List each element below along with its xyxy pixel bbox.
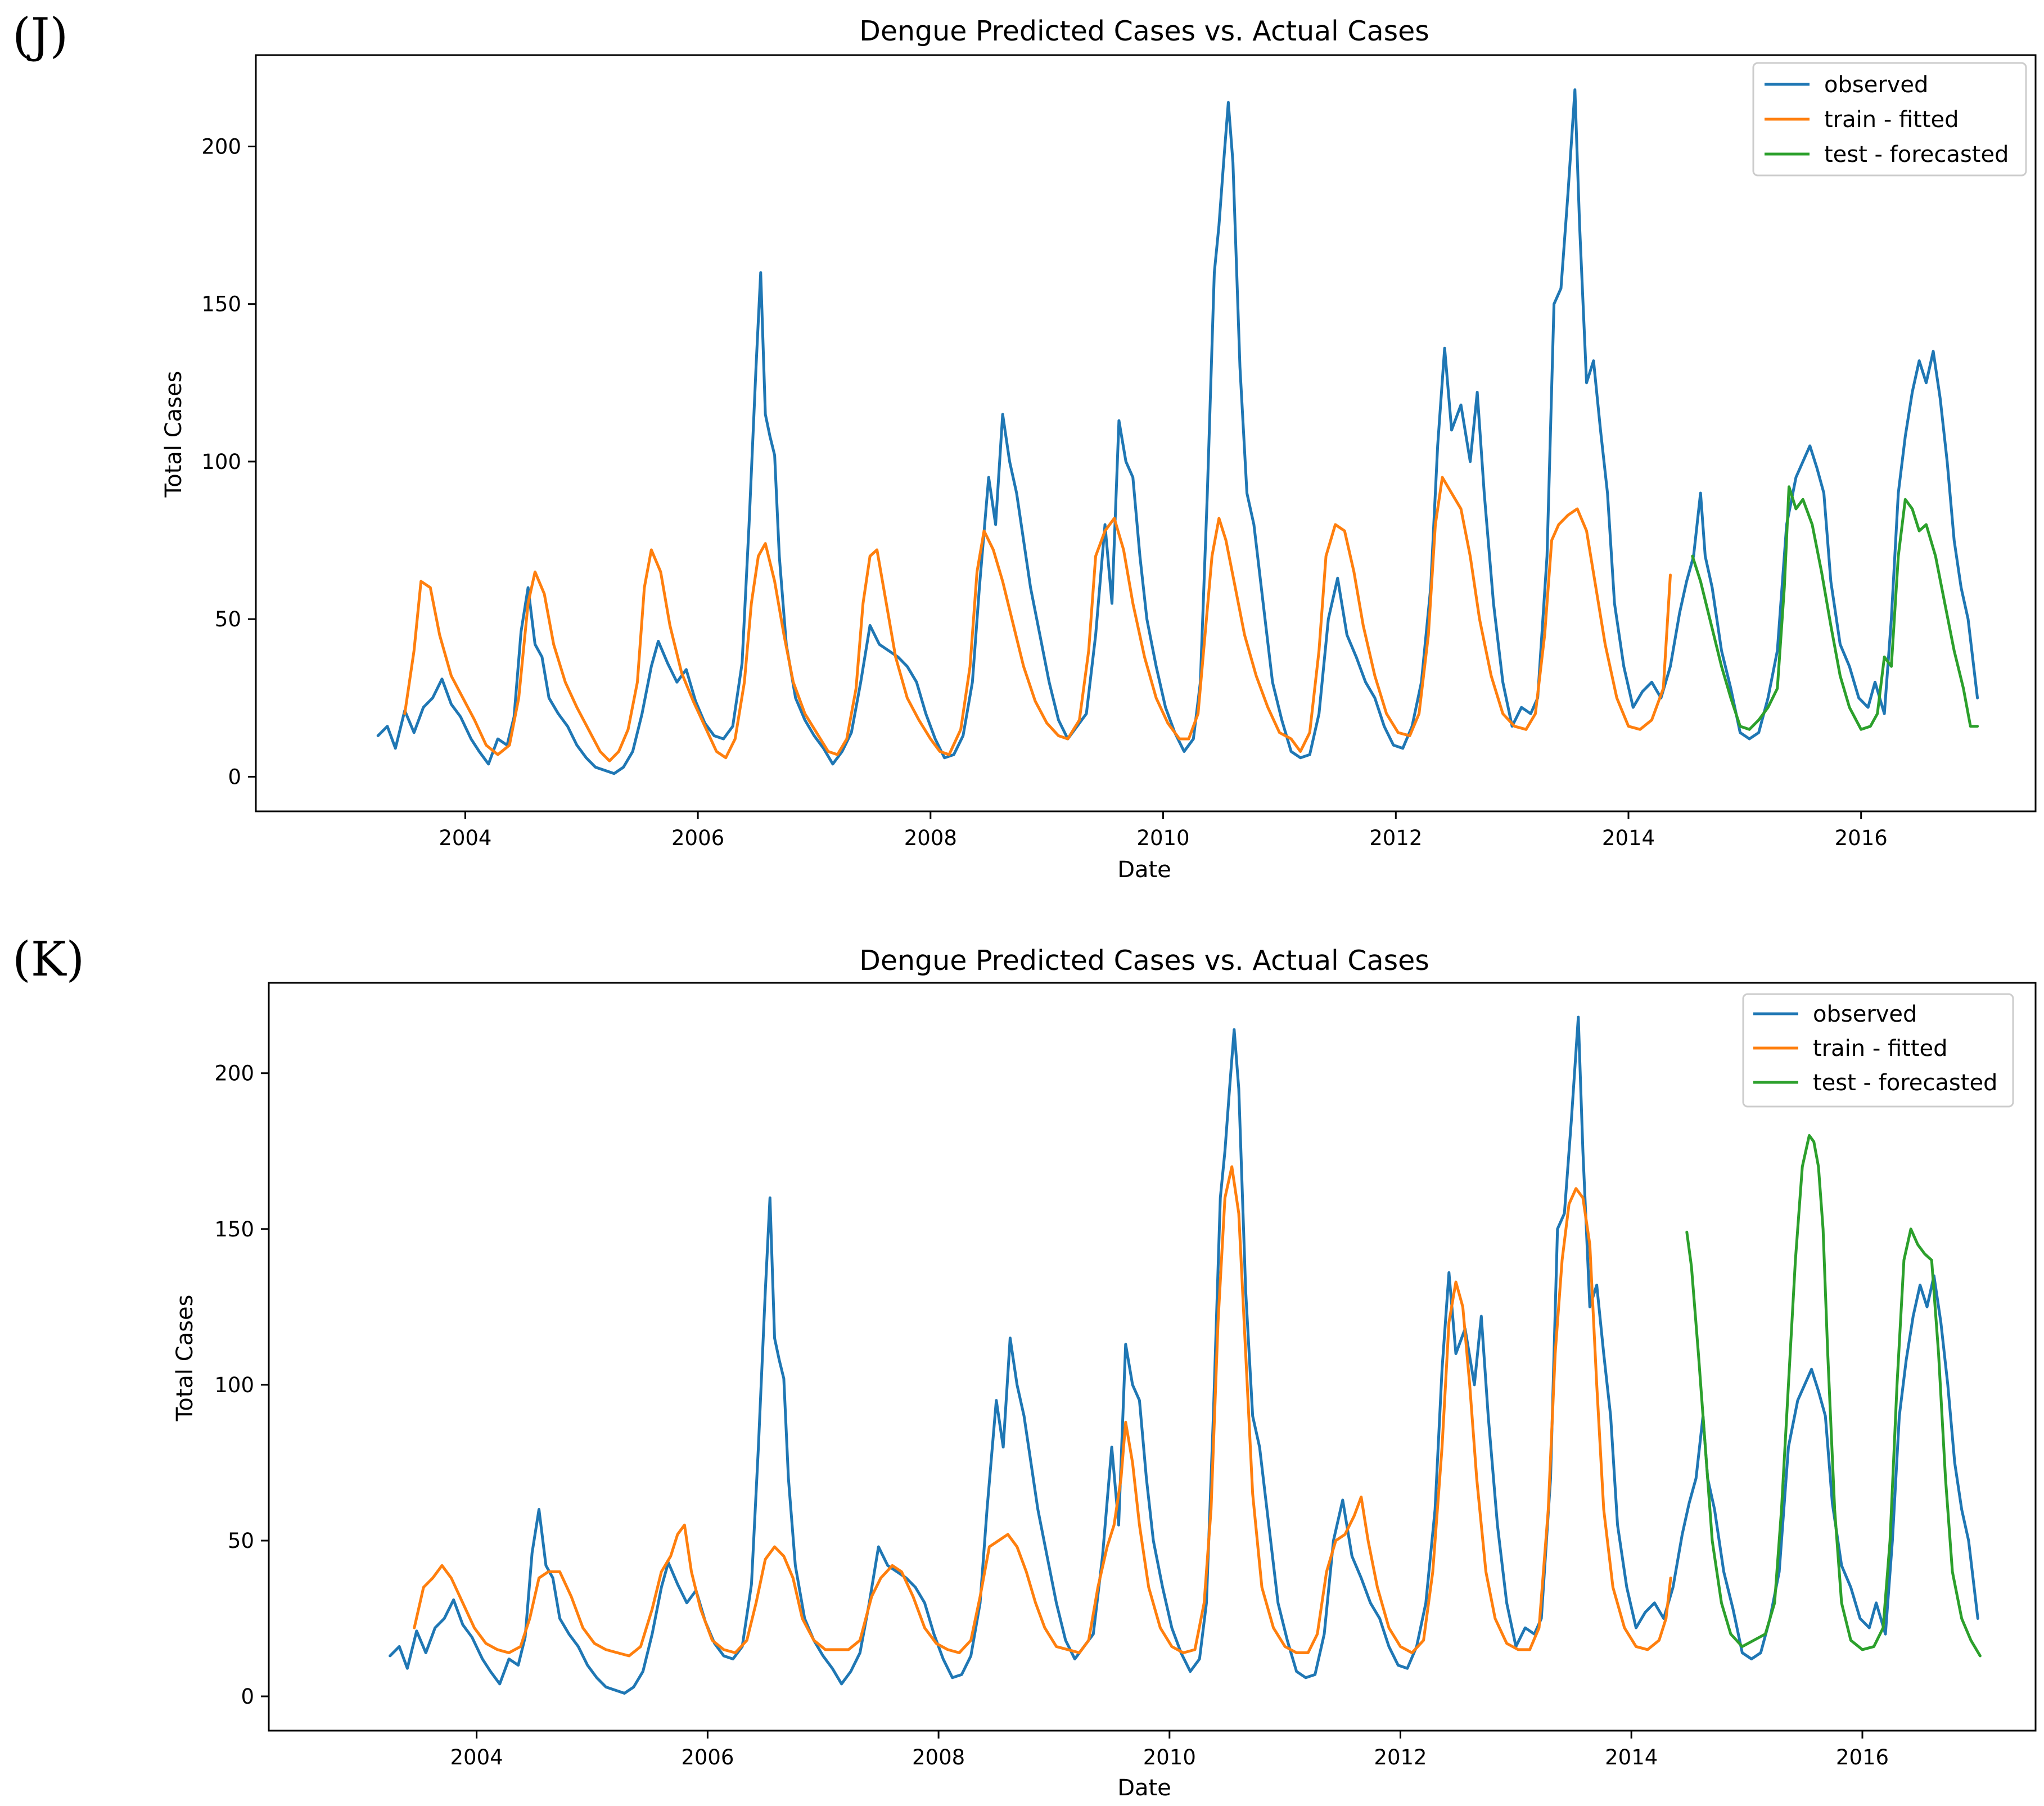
legend-label-train-j: train - fitted	[1824, 107, 1959, 133]
y-tick-label-j-100: 100	[201, 450, 241, 474]
chart-title-k: Dengue Predicted Cases vs. Actual Cases	[859, 945, 1429, 977]
y-tick-label-j-150: 150	[201, 292, 241, 317]
plot-marks-k: 2004 2006 2008 2010 2012 2014 2016 0 50 100 150 200	[214, 1015, 1982, 1769]
x-tick-label-j-2016: 2016	[1835, 826, 1888, 850]
plot-frame-k	[268, 982, 2037, 1732]
plot-frame-j	[255, 54, 2037, 812]
x-tick-label-k-2004: 2004	[450, 1745, 503, 1769]
plot-marks-j: 2004 2006 2008 2010 2012 2014 2016 0 50 100 150 200	[201, 88, 1979, 850]
x-axis-label-k: Date	[1117, 1775, 1171, 1801]
y-axis-label-j: Total Cases	[161, 371, 187, 498]
y-tick-label-j-200: 200	[201, 135, 241, 159]
x-tick-label-k-2006: 2006	[681, 1745, 734, 1769]
panel-label-k: (K)	[12, 932, 84, 987]
chart-title-j: Dengue Predicted Cases vs. Actual Cases	[859, 15, 1429, 47]
x-tick-label-k-2010: 2010	[1143, 1745, 1196, 1769]
legend-j: observed train - fitted test - forecaste…	[1752, 62, 2027, 177]
x-tick-label-j-2010: 2010	[1136, 826, 1189, 850]
x-tick-label-k-2008: 2008	[912, 1745, 965, 1769]
y-tick-label-j-0: 0	[228, 765, 241, 789]
panel-label-j: (J)	[12, 8, 68, 63]
legend-label-observed-j: observed	[1824, 72, 1928, 98]
x-tick-label-j-2014: 2014	[1602, 826, 1655, 850]
series-line-k-observed	[389, 1015, 1979, 1695]
x-axis-label-j: Date	[1117, 857, 1171, 883]
series-line-j-observed	[376, 88, 1979, 775]
series-line-k-test-forecasted	[1685, 1134, 1982, 1658]
y-tick-label-k-150: 150	[214, 1217, 254, 1241]
series-line-j-train-fitted	[403, 476, 1672, 762]
legend-label-test-j: test - forecasted	[1824, 142, 2009, 168]
series-line-j-test-forecasted	[1691, 485, 1979, 731]
x-tick-label-j-2012: 2012	[1369, 826, 1422, 850]
y-tick-label-j-50: 50	[215, 607, 241, 631]
x-tick-label-j-2004: 2004	[439, 826, 491, 850]
legend-label-train-k: train - fitted	[1813, 1036, 1948, 1062]
y-tick-label-k-0: 0	[241, 1685, 254, 1709]
y-axis-label-k: Total Cases	[172, 1295, 198, 1422]
x-tick-label-j-2006: 2006	[671, 826, 724, 850]
panel-j: (J) Dengue Predicted Cases vs. Actual Ca…	[12, 8, 2037, 883]
legend-box-k	[1742, 993, 2014, 1108]
series-line-k-train-fitted	[413, 1165, 1672, 1658]
legend-label-observed-k: observed	[1813, 1001, 1917, 1027]
legend-box-j	[1752, 62, 2027, 177]
y-tick-label-k-200: 200	[214, 1062, 254, 1086]
legend-label-test-k: test - forecasted	[1813, 1070, 1997, 1096]
y-tick-label-k-100: 100	[214, 1373, 254, 1397]
x-tick-label-k-2016: 2016	[1836, 1745, 1889, 1769]
x-tick-label-k-2014: 2014	[1605, 1745, 1658, 1769]
y-tick-label-k-50: 50	[228, 1529, 254, 1553]
x-tick-label-k-2012: 2012	[1374, 1745, 1427, 1769]
panel-k: (K) Dengue Predicted Cases vs. Actual Ca…	[12, 932, 2037, 1801]
x-tick-label-j-2008: 2008	[904, 826, 957, 850]
legend-k: observed train - fitted test - forecaste…	[1742, 993, 2014, 1108]
